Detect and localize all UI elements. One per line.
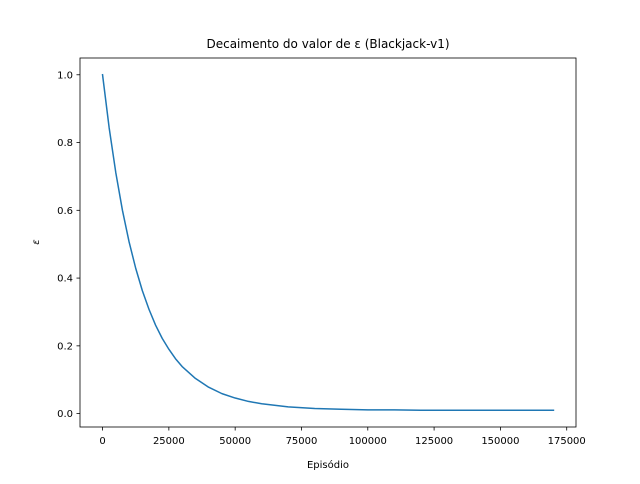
x-tick-label: 150000 xyxy=(481,436,519,447)
y-tick-label: 0.2 xyxy=(57,341,73,352)
x-tick-label: 75000 xyxy=(286,436,318,447)
x-tick-label: 100000 xyxy=(349,436,387,447)
x-tick-label: 175000 xyxy=(548,436,586,447)
y-tick-label: 0.8 xyxy=(57,138,73,149)
y-tick-label: 0.4 xyxy=(57,274,73,285)
plot-frame xyxy=(79,57,577,428)
y-tick-label: 0.0 xyxy=(57,409,73,420)
y-tick-label: 0.6 xyxy=(57,206,73,217)
y-axis: 0.0 0.2 0.4 0.6 0.8 1.0 xyxy=(57,70,80,420)
x-axis-label: Episódio xyxy=(307,459,349,471)
series-line-1 xyxy=(101,73,555,411)
y-axis-label: ε xyxy=(31,239,42,245)
series-layer xyxy=(101,73,555,411)
x-axis: 0 25000 50000 75000 100000 125000 150000 175000 xyxy=(99,427,586,447)
y-tick-label: 1.0 xyxy=(57,70,73,81)
x-tick-label: 50000 xyxy=(219,436,251,447)
chart-title: Decaimento do valor de ε (Blackjack-v1) xyxy=(206,37,449,51)
x-tick-label: 25000 xyxy=(153,436,185,447)
x-tick-label: 0 xyxy=(99,436,105,447)
x-tick-label: 125000 xyxy=(415,436,453,447)
